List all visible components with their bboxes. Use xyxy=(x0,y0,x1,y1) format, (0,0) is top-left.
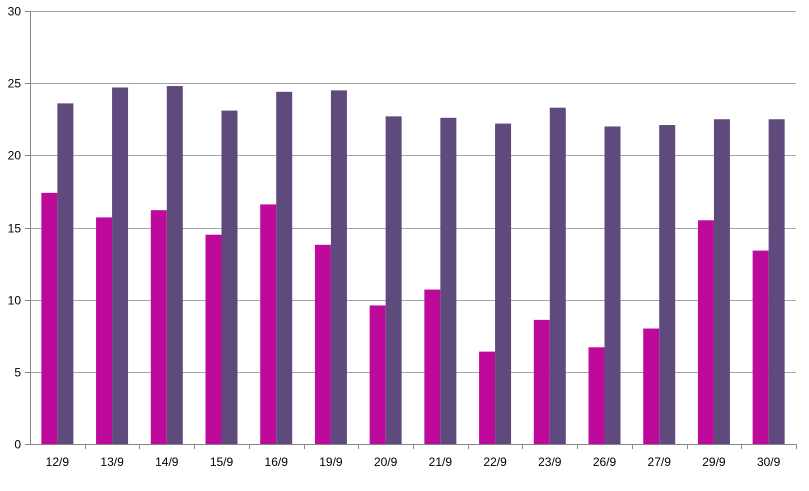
bar-series-1 xyxy=(752,250,769,444)
bar-series-1 xyxy=(41,192,58,444)
x-tick-label: 15/9 xyxy=(210,455,234,469)
bar-series-2 xyxy=(221,110,238,444)
x-tick-label: 27/9 xyxy=(648,455,672,469)
bar-series-2 xyxy=(768,119,785,444)
bar-series-1 xyxy=(260,204,277,444)
bar-series-2 xyxy=(659,125,676,445)
x-tick-label: 12/9 xyxy=(46,455,70,469)
bar-series-1 xyxy=(643,328,660,444)
x-tick-label: 13/9 xyxy=(100,455,124,469)
bar-series-1 xyxy=(314,244,331,444)
x-tick-label: 20/9 xyxy=(374,455,398,469)
x-tick-label: 16/9 xyxy=(265,455,289,469)
bar-series-1 xyxy=(533,319,550,444)
bar-series-2 xyxy=(330,90,347,444)
bar-series-1 xyxy=(205,234,222,444)
x-tick-label: 21/9 xyxy=(429,455,453,469)
x-tick-label: 22/9 xyxy=(483,455,507,469)
bar-series-2 xyxy=(385,116,402,444)
bar-series-2 xyxy=(604,126,621,444)
bar-series-1 xyxy=(697,220,714,444)
bar-series-1 xyxy=(96,217,113,444)
y-tick-label: 15 xyxy=(8,222,22,236)
bar-series-2 xyxy=(440,117,457,444)
bar-series-2 xyxy=(112,87,129,444)
x-tick-label: 19/9 xyxy=(319,455,343,469)
bar-series-2 xyxy=(166,86,183,444)
x-tick-label: 23/9 xyxy=(538,455,562,469)
bar-series-2 xyxy=(57,103,74,444)
y-tick-label: 5 xyxy=(14,366,21,380)
bar-series-1 xyxy=(150,210,167,444)
bar-series-1 xyxy=(479,351,496,444)
y-tick-label: 0 xyxy=(14,438,21,452)
x-tick-label: 30/9 xyxy=(757,455,781,469)
bar-series-1 xyxy=(369,305,386,444)
bar-series-2 xyxy=(276,91,293,445)
bars xyxy=(41,86,785,445)
bar-series-1 xyxy=(588,347,605,444)
x-tick-label: 26/9 xyxy=(593,455,617,469)
bar-series-2 xyxy=(549,107,566,444)
axes xyxy=(25,11,797,449)
y-tick-label: 30 xyxy=(8,5,22,19)
y-tick-label: 25 xyxy=(8,77,22,91)
x-tick-label: 14/9 xyxy=(155,455,179,469)
y-tick-label: 10 xyxy=(8,294,22,308)
bar-series-1 xyxy=(424,289,441,444)
bar-series-2 xyxy=(713,119,730,444)
tick-labels: 0 5 10 15 20 25 30 12/9 13/9 14/9 15/9 16/9 19/9 20/9… xyxy=(8,5,781,470)
y-tick-label: 20 xyxy=(8,149,22,163)
x-tick-label: 29/9 xyxy=(702,455,726,469)
bar-series-2 xyxy=(495,123,512,444)
gridlines xyxy=(30,11,796,373)
